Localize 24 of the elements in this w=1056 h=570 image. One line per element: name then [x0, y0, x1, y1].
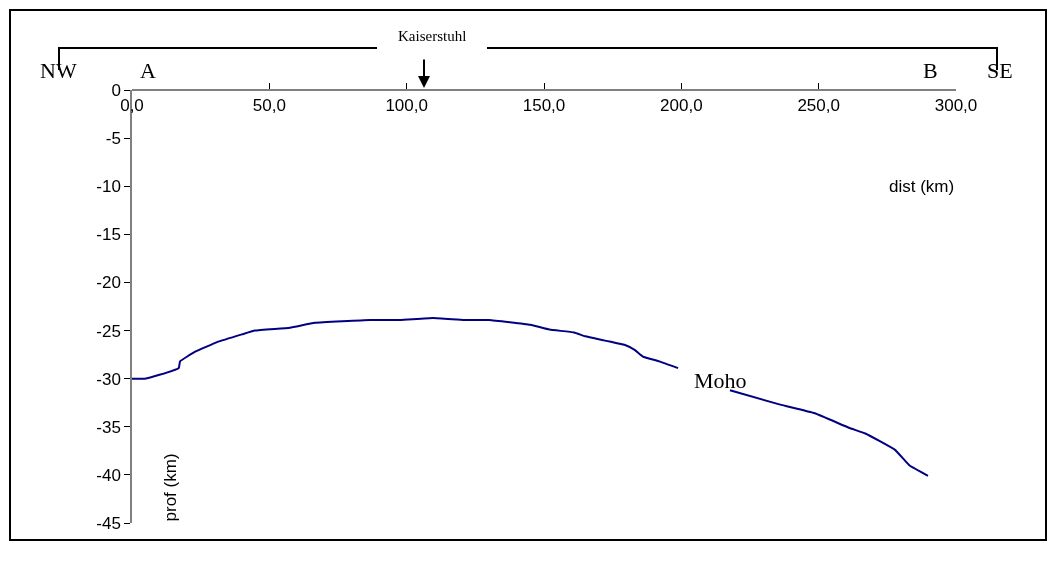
x-tick-label: 0,0 — [120, 96, 144, 116]
y-tick-label: -15 — [96, 225, 121, 245]
y-tick-label: -20 — [96, 273, 121, 293]
text: A — [140, 58, 156, 83]
y-tick-label: -45 — [96, 513, 121, 533]
text: SE — [987, 58, 1013, 83]
y-tick-label: 0 — [111, 80, 121, 100]
text: Kaiserstuhl — [398, 28, 467, 44]
text: B — [923, 58, 938, 83]
y-tick-label: -40 — [96, 465, 121, 485]
y-axis-title: prof (km) — [161, 453, 181, 522]
x-tick-label: 100,0 — [385, 96, 428, 116]
y-tick-label: -5 — [105, 129, 121, 149]
y-tick-label: -10 — [96, 177, 121, 197]
y-tick-label: -25 — [96, 321, 121, 341]
x-tick-label: 250,0 — [797, 96, 840, 116]
x-tick-label: 50,0 — [252, 96, 286, 116]
x-tick-label: 200,0 — [660, 96, 703, 116]
x-axis-title: dist (km) — [889, 177, 955, 196]
y-tick-label: -30 — [96, 369, 121, 389]
annotation: Moho — [694, 368, 747, 393]
y-tick-label: -35 — [96, 417, 121, 437]
x-tick-label: 300,0 — [934, 96, 978, 116]
x-tick-label: 150,0 — [522, 96, 566, 116]
